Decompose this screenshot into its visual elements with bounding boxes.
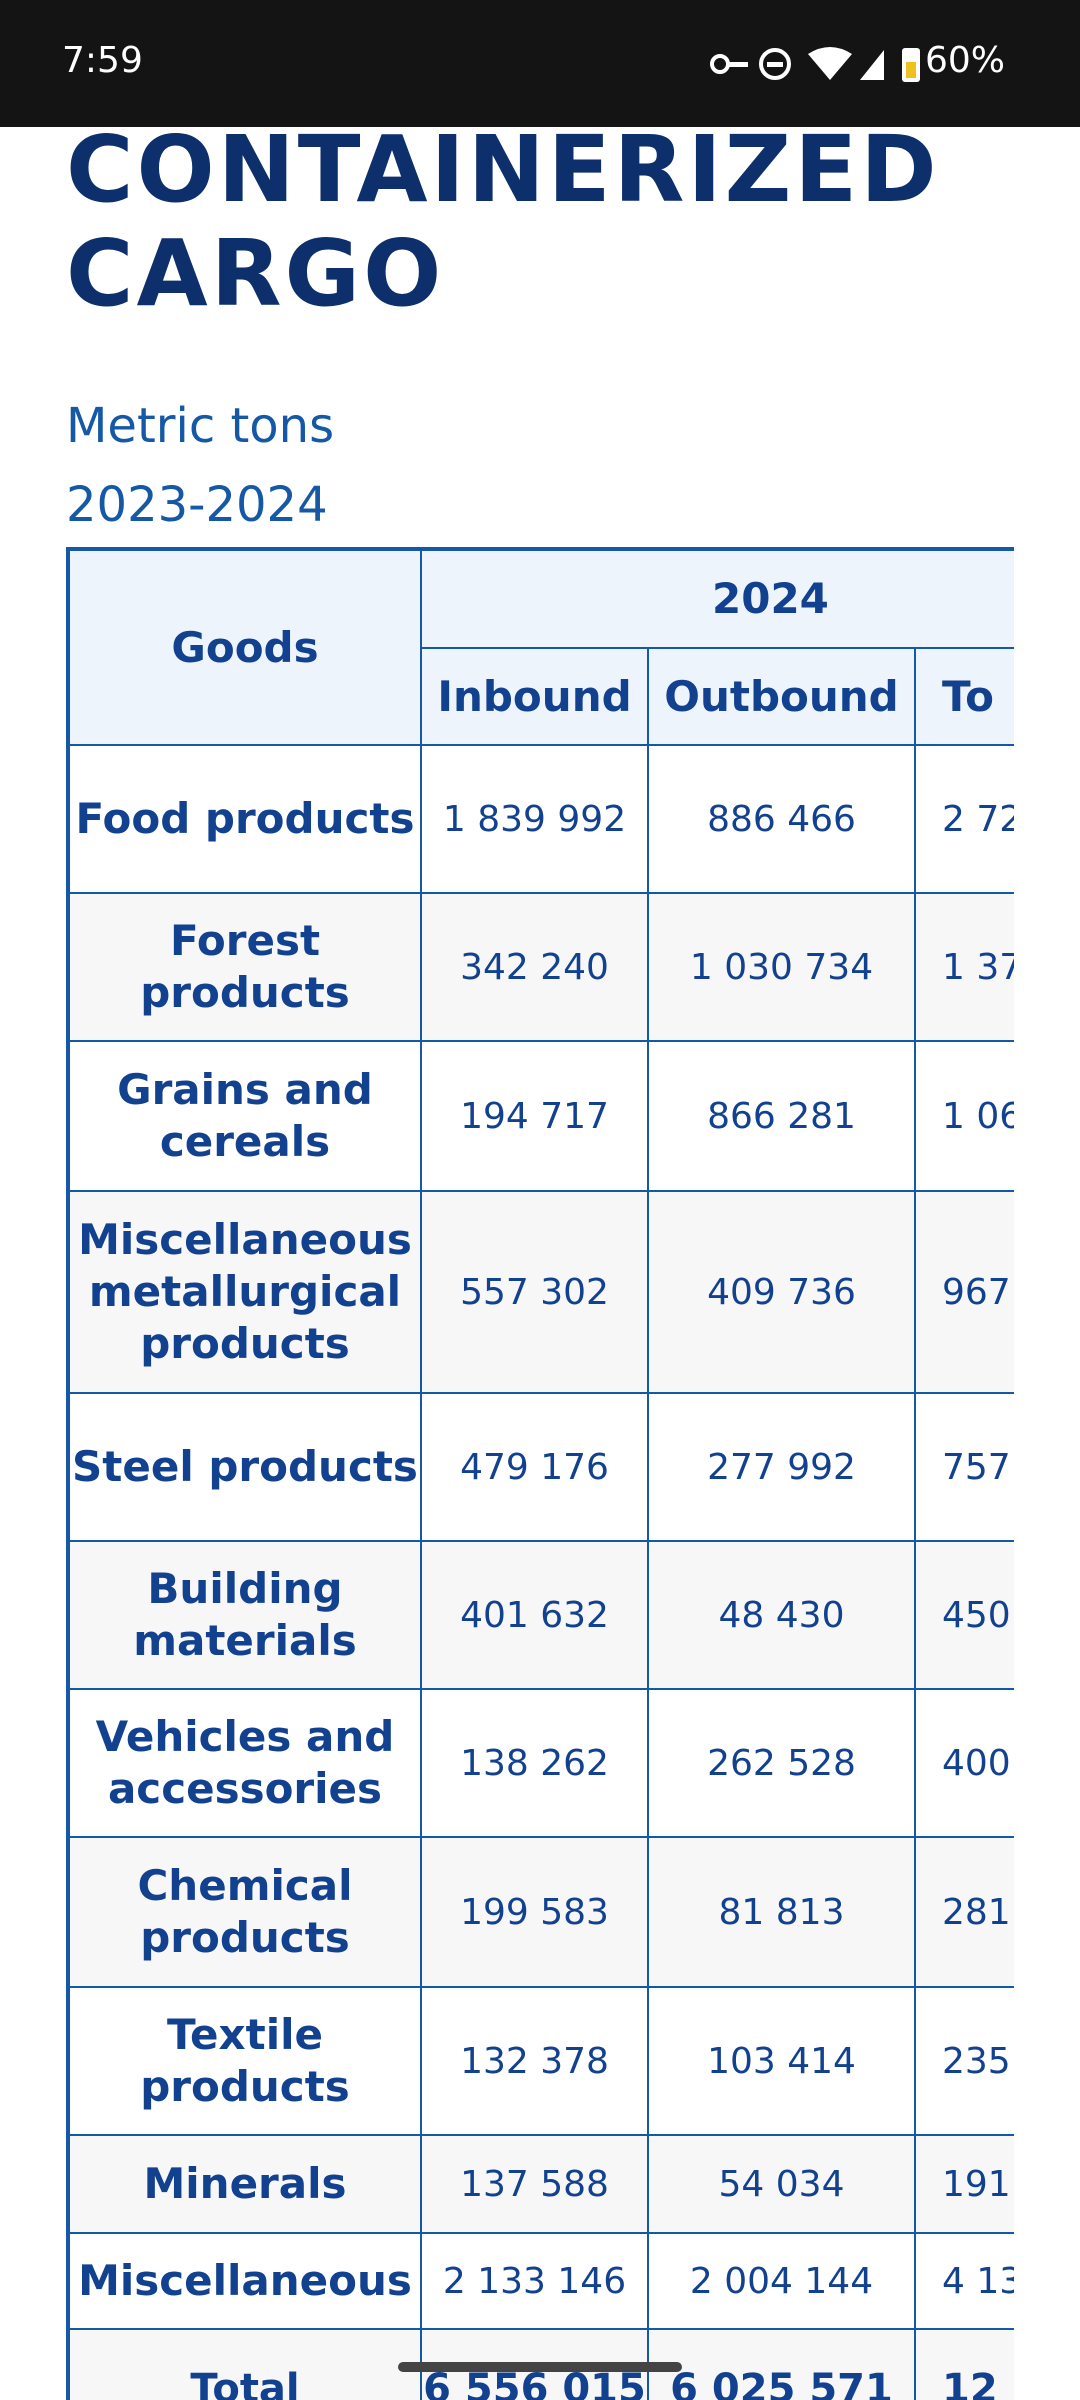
row-header: Steel products [67, 1392, 422, 1542]
cell: 262 528 [647, 1688, 916, 1838]
column-header: Outbound [647, 647, 916, 746]
page-title: CONTAINERIZED CARGO [66, 116, 940, 327]
cell: 1 06 [913, 1040, 1014, 1192]
cell: 450 [913, 1540, 1014, 1690]
cell: 757 [913, 1392, 1014, 1542]
cell: 277 992 [647, 1392, 916, 1542]
row-header: Minerals [67, 2134, 422, 2234]
subtitle: 2023-2024 [66, 477, 328, 533]
cell: 81 813 [647, 1836, 916, 1988]
cell: 401 632 [420, 1540, 649, 1690]
row-header: Food products [67, 744, 422, 894]
cell: 103 414 [647, 1986, 916, 2136]
status-bar: 7:59 60% [0, 0, 1080, 127]
subtitle: Metric tons [66, 398, 335, 454]
cell: 4 13 [913, 2232, 1014, 2330]
table-row: Steel products 479 176 277 992 757 [67, 1392, 1014, 1542]
cell: 12 58 [913, 2328, 1014, 2400]
cell: 342 240 [420, 892, 649, 1042]
cell: 1 37 [913, 892, 1014, 1042]
cell: 199 583 [420, 1836, 649, 1988]
table-scroll[interactable]: Goods 2024 Inbound Outbound To Food produc… [66, 547, 1014, 2400]
cell: 2 72 [913, 744, 1014, 894]
battery: 60% [924, 40, 1005, 81]
column-header: Inbound [420, 647, 649, 746]
cargo-table: Goods 2024 Inbound Outbound To Food produc… [66, 547, 1014, 2400]
column-header: To [913, 647, 1014, 746]
table-row: Textile products 132 378 103 414 235 [67, 1986, 1014, 2136]
cell: 1 839 992 [420, 744, 649, 894]
table-row: Minerals 137 588 54 034 191 [67, 2134, 1014, 2234]
cell: 194 717 [420, 1040, 649, 1192]
cell: 54 034 [647, 2134, 916, 2234]
row-header: Miscellaneous [67, 2232, 422, 2330]
gesture-bar [398, 2362, 682, 2372]
cell: 191 [913, 2134, 1014, 2234]
cell: 967 [913, 1190, 1014, 1394]
row-header: Grains and cereals [67, 1040, 422, 1192]
cell: 409 736 [647, 1190, 916, 1394]
corner-header: Goods [67, 548, 422, 746]
table-row: Vehicles and accessories 138 262 262 528 40… [67, 1688, 1014, 1838]
cell: 235 [913, 1986, 1014, 2136]
cell: 137 588 [420, 2134, 649, 2234]
row-header: Chemical products [67, 1836, 422, 1988]
cell: 479 176 [420, 1392, 649, 1542]
table-row: Building materials 401 632 48 430 450 [67, 1540, 1014, 1690]
cell: 132 378 [420, 1986, 649, 2136]
group-header: 2024 [419, 548, 1014, 649]
cell: 557 302 [420, 1190, 649, 1394]
cell: 48 430 [647, 1540, 916, 1690]
clock: 7:59 [62, 40, 143, 81]
cell: 866 281 [647, 1040, 916, 1192]
table-row: Chemical products 199 583 81 813 281 [67, 1836, 1014, 1988]
cell: 2 133 146 [420, 2232, 649, 2330]
cell: 886 466 [647, 744, 916, 894]
cell: 281 [913, 1836, 1014, 1988]
row-header: Vehicles and accessories [67, 1688, 422, 1838]
row-header: Forest products [67, 892, 422, 1042]
cell: 138 262 [420, 1688, 649, 1838]
cell: 400 [913, 1688, 1014, 1838]
cell: 2 004 144 [647, 2232, 916, 2330]
status-icons [710, 47, 920, 82]
row-header: Building materials [67, 1540, 422, 1690]
cell: 1 030 734 [647, 892, 916, 1042]
row-header: Miscellaneous metallurgical products [67, 1190, 422, 1394]
row-header: Textile products [67, 1986, 422, 2136]
row-header: Total [67, 2328, 422, 2400]
table-row: Miscellaneous metallurgical products 557 … [67, 1190, 1014, 1394]
cell: 6 025 571 [647, 2328, 916, 2400]
